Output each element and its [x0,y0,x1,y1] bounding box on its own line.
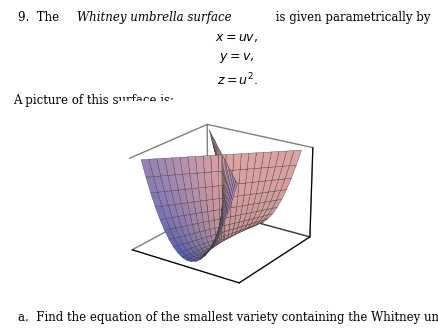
Text: is given parametrically by: is given parametrically by [272,11,430,24]
Text: Whitney umbrella surface: Whitney umbrella surface [77,11,231,24]
Text: $z = u^2.$: $z = u^2.$ [216,71,257,88]
Text: a.  Find the equation of the smallest variety containing the Whitney umbrella.: a. Find the equation of the smallest var… [18,311,438,324]
Text: A picture of this surface is:: A picture of this surface is: [13,94,174,107]
Text: 9.  The: 9. The [18,11,62,24]
Text: $x = uv,$: $x = uv,$ [215,31,258,44]
Text: $y = v,$: $y = v,$ [219,51,254,65]
